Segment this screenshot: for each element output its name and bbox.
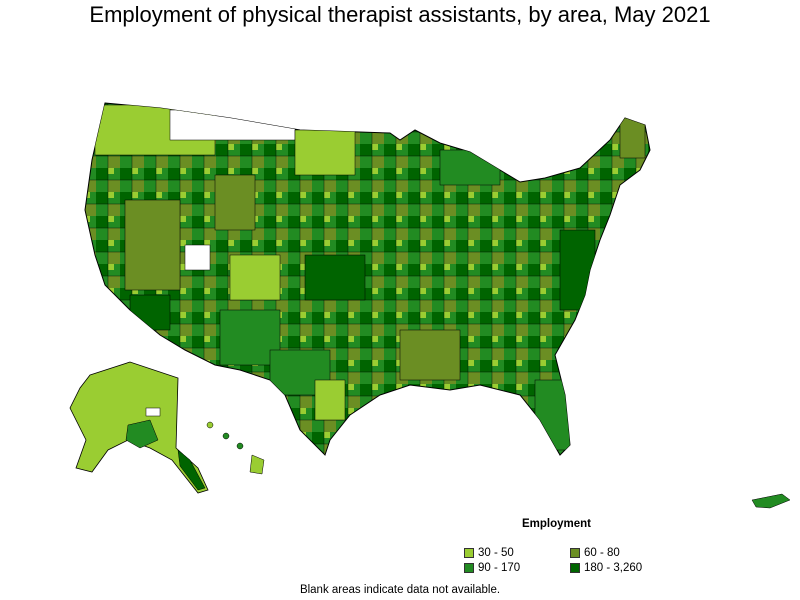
legend-label: 90 - 170 [478,562,521,574]
region-texas-central [314,379,346,421]
legend-label: 60 - 80 [584,547,620,559]
legend-label: 30 - 50 [478,547,514,559]
region-south-central [399,329,461,381]
hawaii-island-1 [206,421,214,429]
region-east-coast [559,229,596,311]
legend-title: Employment [522,518,592,530]
region-maine [619,117,646,159]
legend-item: 60 - 80 [570,547,620,559]
region-wyoming [214,174,256,231]
alaska-panhandle-region [177,449,206,491]
alaska-southwest-region [125,419,159,449]
legend-swatch [570,563,580,573]
alaska-blank-area [145,407,161,417]
region-southwest [129,294,171,331]
region-kansas [304,254,366,301]
hawaii-big-island [249,454,265,475]
alaska [69,361,209,494]
puerto-rico [751,493,791,509]
region-florida [534,379,571,451]
region-nevada [124,199,181,291]
legend-swatch [464,563,474,573]
map-title: Employment of physical therapist assista… [89,2,711,27]
hawaii-island-3 [236,442,244,450]
legend-swatch [570,548,580,558]
region-colorado-south [229,254,281,301]
region-montana [169,109,296,141]
puerto-rico-outline [751,493,791,509]
hawaii-island-2 [222,432,230,440]
legend-item: 180 - 3,260 [570,562,642,574]
legend-item: 30 - 50 [464,547,514,559]
region-utah-blank [184,244,211,271]
region-north-dakota [294,129,356,176]
footnote: Blank areas indicate data not available. [299,584,501,596]
legend-item: 90 - 170 [464,562,520,574]
legend-label: 180 - 3,260 [584,562,643,574]
legend-swatch [464,548,474,558]
region-great-lakes [439,149,501,186]
hawaii [206,421,265,475]
